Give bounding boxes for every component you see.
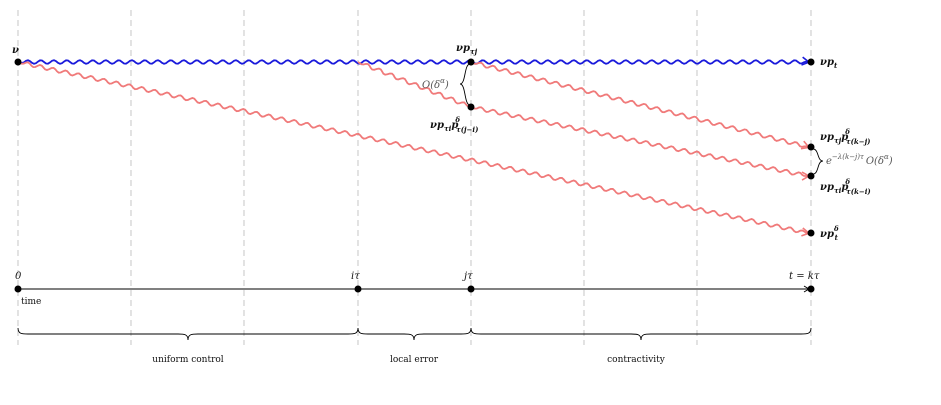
tick-end — [807, 285, 815, 293]
phase-label-uniform-control: uniform control — [152, 355, 224, 365]
label-nu-p-delta-t: νpδ t — [820, 224, 839, 242]
label-top-right: νpτjpδ τ(k−j) — [820, 127, 870, 146]
brace-uniform-control — [17, 327, 359, 341]
phase-braces — [17, 327, 812, 341]
node-end-from-i — [807, 172, 815, 180]
phase-label-local-error: local error — [390, 355, 439, 365]
label-nu-p-tau-j: νpτj — [456, 43, 478, 56]
grid-lines — [17, 10, 812, 345]
label-nu-p-tau-i-p-delta: νpτipδ τ(j−i) — [430, 115, 478, 134]
tick-label-0: 0 — [15, 271, 22, 282]
tick-i-tau — [354, 285, 362, 293]
label-nu-p-t: νpt — [820, 57, 838, 70]
label-bottom-right: νpτipδ τ(k−i) — [820, 177, 871, 196]
approx-path-from-j — [470, 61, 811, 150]
phase-label-contractivity: contractivity — [607, 355, 666, 365]
approx-path-from-start — [17, 61, 811, 237]
node-end-exact — [807, 58, 815, 66]
tick-label-end: t = kτ — [789, 271, 820, 282]
contractivity-brace — [812, 148, 824, 175]
node-end-approx — [807, 229, 815, 237]
tick-label-i-tau: iτ — [351, 271, 360, 282]
node-start — [14, 58, 22, 66]
brace-local-error — [357, 327, 472, 341]
local-error-brace — [459, 63, 471, 106]
label-nu: ν — [12, 45, 19, 56]
node-end-from-j — [807, 143, 815, 151]
time-axis-ticks — [14, 285, 815, 293]
tick-0 — [14, 285, 22, 293]
contractivity-bound: e−λ(k−j)τ O(δα) — [826, 153, 893, 167]
approx-path-from-i-local — [357, 61, 472, 108]
time-axis-label: time — [21, 297, 41, 307]
approx-path-from-i-continued — [470, 106, 811, 181]
local-error-bound: O(δα) — [422, 77, 449, 91]
brace-contractivity — [470, 327, 812, 341]
tick-j-tau — [467, 285, 475, 293]
exact-semigroup-path — [17, 56, 811, 66]
tick-label-j-tau: jτ — [462, 271, 473, 282]
